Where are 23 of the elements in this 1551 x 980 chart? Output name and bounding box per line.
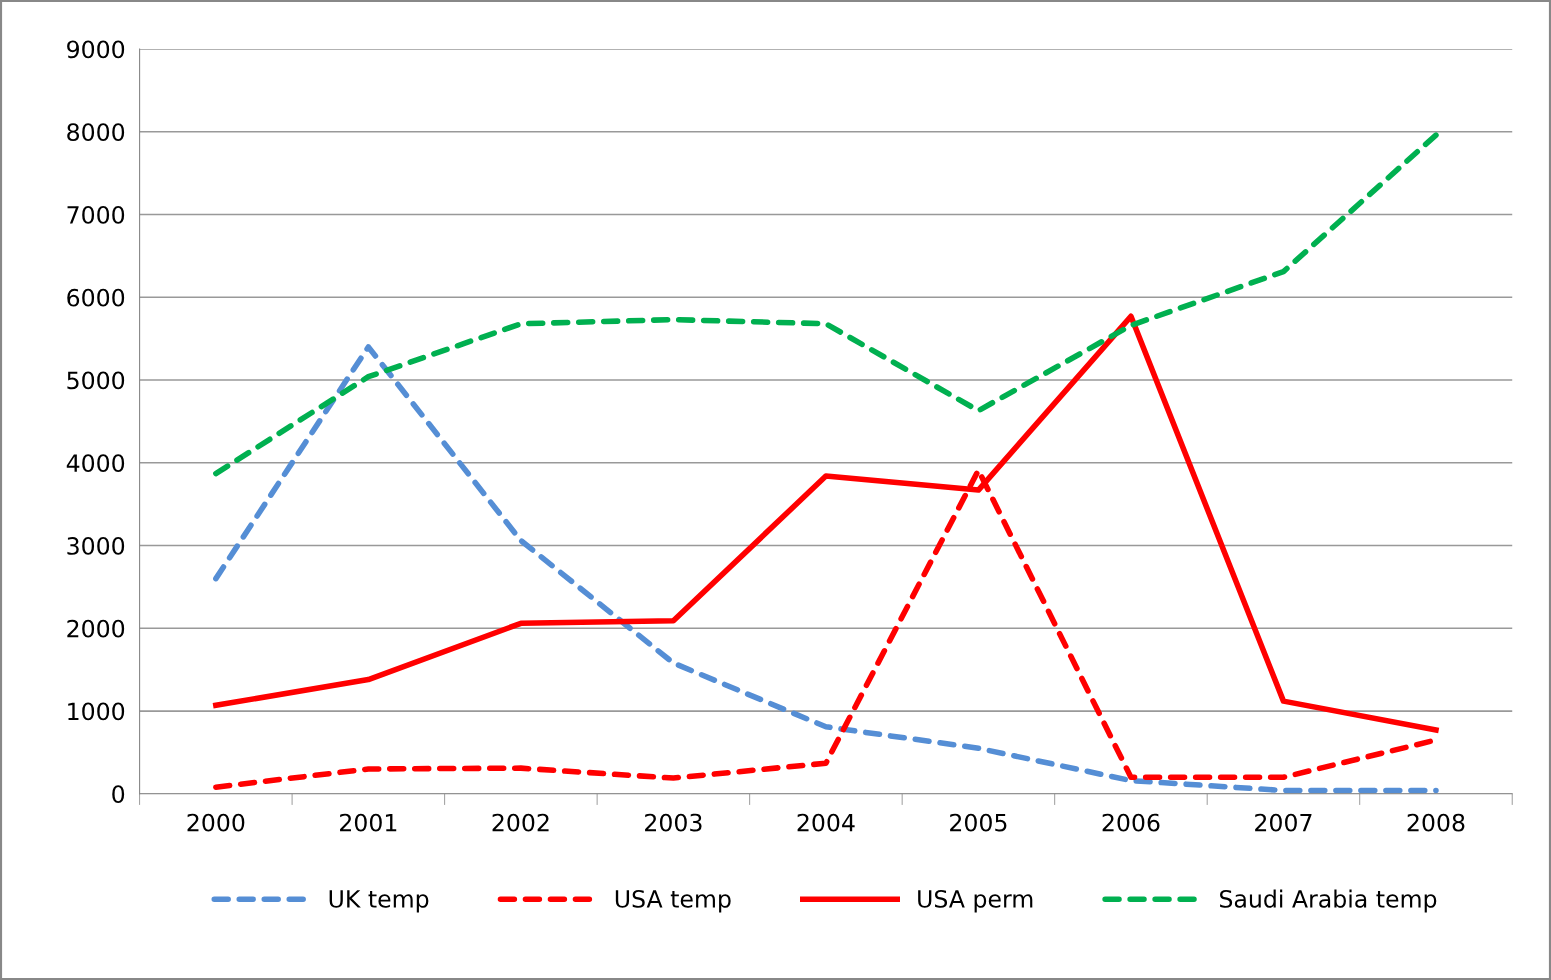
x-tick-label: 2004 bbox=[797, 813, 855, 832]
y-tick-label: 8000 bbox=[67, 123, 125, 142]
y-tick-label: 3000 bbox=[67, 536, 125, 555]
x-tick-label: 2008 bbox=[1407, 813, 1465, 832]
y-tick-label: 7000 bbox=[67, 205, 125, 224]
y-tick-label: 9000 bbox=[67, 40, 125, 59]
legend-label: USA perm bbox=[918, 889, 1033, 913]
legend-label: UK temp bbox=[329, 890, 429, 913]
x-tick-label: 2002 bbox=[492, 813, 549, 832]
y-tick-label: 0 bbox=[112, 785, 125, 804]
legend-label: Saudi Arabia temp bbox=[1220, 889, 1437, 913]
y-tick-label: 5000 bbox=[67, 371, 125, 390]
x-tick-label: 2006 bbox=[1102, 813, 1160, 832]
y-tick-label: 1000 bbox=[68, 702, 125, 721]
y-tick-label: 6000 bbox=[67, 288, 125, 307]
x-tick-label: 2003 bbox=[645, 813, 702, 832]
x-tick-label: 2000 bbox=[187, 813, 245, 832]
legend-label: USA temp bbox=[615, 889, 731, 913]
y-tick-label: 2000 bbox=[67, 619, 125, 638]
x-tick-label: 2001 bbox=[340, 813, 397, 832]
x-tick-label: 2005 bbox=[950, 813, 1007, 832]
y-tick-label: 4000 bbox=[66, 454, 125, 473]
x-tick-label: 2007 bbox=[1255, 813, 1312, 832]
